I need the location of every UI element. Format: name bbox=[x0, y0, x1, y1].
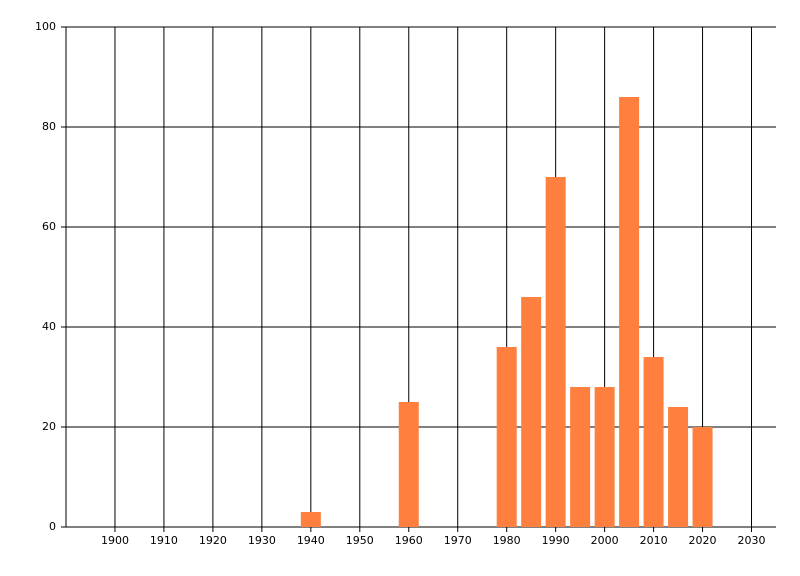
bar bbox=[398, 402, 419, 527]
y-tick-label: 60 bbox=[42, 220, 56, 233]
bar bbox=[545, 177, 566, 527]
x-tick-label: 2000 bbox=[591, 534, 619, 547]
x-tick-label: 1970 bbox=[444, 534, 472, 547]
x-tick-label: 1920 bbox=[199, 534, 227, 547]
x-tick-label: 1940 bbox=[297, 534, 325, 547]
bar bbox=[521, 297, 542, 527]
x-tick-label: 1910 bbox=[150, 534, 178, 547]
x-tick-label: 1960 bbox=[395, 534, 423, 547]
bar bbox=[668, 407, 689, 527]
x-tick-label: 2030 bbox=[738, 534, 766, 547]
y-tick-label: 40 bbox=[42, 320, 56, 333]
y-tick-label: 80 bbox=[42, 120, 56, 133]
y-tick-label: 0 bbox=[49, 520, 56, 533]
x-tick-label: 1900 bbox=[101, 534, 129, 547]
x-tick-label: 1990 bbox=[542, 534, 570, 547]
x-tick-label: 2010 bbox=[640, 534, 668, 547]
bar bbox=[643, 357, 664, 527]
y-tick-label: 100 bbox=[35, 20, 56, 33]
x-tick-label: 1930 bbox=[248, 534, 276, 547]
bar bbox=[594, 387, 615, 527]
bar bbox=[496, 347, 517, 527]
x-tick-label: 1980 bbox=[493, 534, 521, 547]
bar bbox=[692, 427, 713, 527]
y-tick-label: 20 bbox=[42, 420, 56, 433]
bar bbox=[300, 512, 321, 527]
x-tick-label: 2020 bbox=[689, 534, 717, 547]
bar bbox=[619, 97, 640, 527]
bar bbox=[570, 387, 591, 527]
x-tick-label: 1950 bbox=[346, 534, 374, 547]
